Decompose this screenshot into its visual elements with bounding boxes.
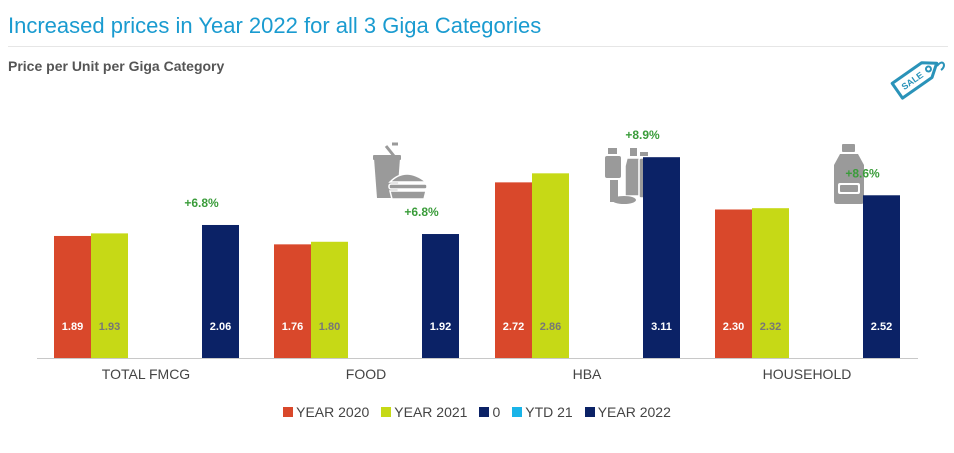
bar-year-2021-household — [752, 208, 789, 358]
sale-tag-icon: SALE — [890, 61, 945, 100]
category-tick-label: FOOD — [346, 366, 386, 382]
data-label: 2.86 — [540, 321, 561, 333]
growth-label: +8.9% — [625, 128, 660, 142]
legend-swatch — [512, 407, 523, 417]
legend-item: YEAR 2022 — [584, 404, 671, 420]
legend-label: YEAR 2022 — [597, 404, 671, 420]
bar-year-2021-hba — [532, 173, 569, 358]
growth-label: +6.8% — [184, 196, 219, 210]
legend-label: YEAR 2020 — [296, 404, 370, 420]
bar-year-2022-hba — [643, 157, 680, 358]
page-title: Increased prices in Year 2022 for all 3 … — [8, 13, 542, 38]
bar-year-2020-food — [274, 244, 311, 358]
data-label: 3.11 — [651, 321, 672, 333]
bar-year-2021-total-fmcg — [91, 233, 128, 358]
food-icon — [373, 142, 428, 200]
data-label: 2.52 — [871, 321, 892, 333]
data-label: 1.92 — [430, 321, 451, 333]
legend-item: 0 — [479, 404, 500, 420]
legend-item: YEAR 2020 — [283, 404, 369, 420]
data-label: 2.72 — [503, 321, 524, 333]
legend-label: 0 — [492, 404, 501, 420]
legend-label: YTD 21 — [525, 404, 573, 420]
data-label: 1.89 — [62, 321, 83, 333]
legend-swatch — [381, 407, 392, 417]
data-label: 1.80 — [319, 321, 340, 333]
bar-year-2022-food — [422, 234, 459, 358]
title-divider — [8, 46, 948, 47]
bar-year-2020-household — [715, 209, 752, 358]
legend-item: YTD 21 — [512, 404, 573, 420]
bar-year-2022-total-fmcg — [202, 224, 239, 358]
legend-item: YEAR 2021 — [381, 404, 467, 420]
category-tick-label: HBA — [573, 366, 602, 382]
data-label: 2.32 — [760, 321, 781, 333]
category-tick-label: HOUSEHOLD — [763, 366, 852, 382]
data-label: 2.06 — [210, 321, 231, 333]
growth-label: +8.6% — [845, 166, 880, 180]
bar-year-2021-food — [311, 241, 348, 358]
legend-swatch — [584, 407, 595, 417]
chart-subtitle: Price per Unit per Giga Category — [8, 58, 225, 74]
legend-swatch — [479, 407, 490, 417]
legend-swatch — [283, 407, 294, 417]
data-label: 1.93 — [99, 321, 120, 333]
bar-year-2020-hba — [495, 182, 532, 358]
chart-legend: YEAR 2020 YEAR 2021 0 YTD 21 YEAR 2022 — [0, 404, 954, 420]
growth-label: +6.8% — [404, 205, 439, 219]
data-label: 2.30 — [723, 321, 744, 333]
household-icon — [834, 144, 864, 204]
category-tick-label: TOTAL FMCG — [102, 366, 190, 382]
bar-year-2022-household — [863, 195, 900, 358]
bar-year-2020-total-fmcg — [54, 235, 91, 358]
data-label: 1.76 — [282, 321, 303, 333]
legend-label: YEAR 2021 — [394, 404, 468, 420]
